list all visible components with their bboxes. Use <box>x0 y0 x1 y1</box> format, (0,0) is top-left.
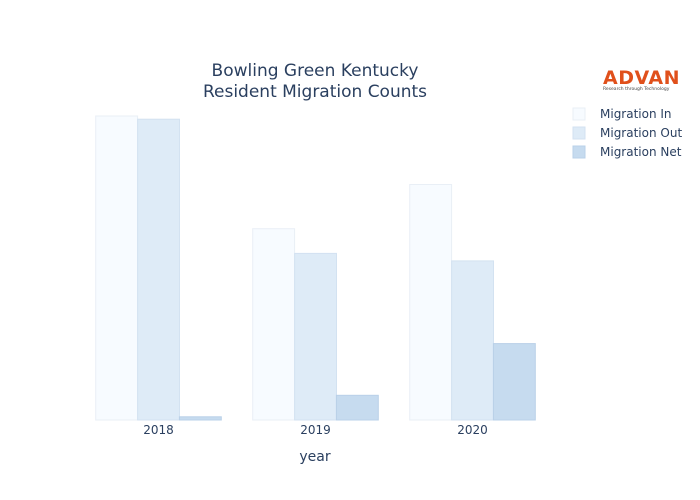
bar-migration-net-2020[interactable] <box>492 343 536 421</box>
legend-label: Migration Out <box>600 126 682 140</box>
chart-title: Bowling Green Kentucky Resident Migratio… <box>203 61 427 102</box>
bar-migration-net-2019[interactable] <box>335 394 379 421</box>
legend-item-migration-out[interactable]: Migration Out <box>572 126 682 140</box>
bars-group <box>95 115 536 421</box>
legend-label: Migration In <box>600 107 672 121</box>
legend-item-migration-net[interactable]: Migration Net <box>572 145 682 159</box>
chart-title-line-2: Resident Migration Counts <box>203 82 427 102</box>
chart-title-line-1: Bowling Green Kentucky <box>212 61 419 81</box>
x-tick-labels: 2018 2019 2020 <box>143 423 488 437</box>
x-axis-title: year <box>299 449 330 465</box>
legend-item-migration-in[interactable]: Migration In <box>572 107 672 121</box>
advan-logo: ADVAN Research through Technology <box>603 67 680 92</box>
bar-migration-out-2019[interactable] <box>294 252 338 421</box>
legend-label: Migration Net <box>600 145 682 159</box>
legend-swatch <box>572 107 586 121</box>
bar-migration-in-2019[interactable] <box>252 228 296 421</box>
bar-migration-out-2018[interactable] <box>137 118 181 421</box>
legend-swatch <box>572 126 586 140</box>
x-tick-label-2020: 2020 <box>457 423 488 437</box>
bar-migration-in-2018[interactable] <box>95 115 139 421</box>
legend-swatch <box>572 145 586 159</box>
bar-migration-net-2018[interactable] <box>178 416 222 421</box>
x-tick-label-2018: 2018 <box>143 423 174 437</box>
logo-brand-text: ADVAN <box>603 67 680 89</box>
x-tick-label-2019: 2019 <box>300 423 331 437</box>
bar-migration-out-2020[interactable] <box>451 260 495 421</box>
legend: Migration In Migration Out Migration Net <box>572 107 682 159</box>
logo-tagline-text: Research through Technology <box>603 86 670 92</box>
bar-migration-in-2020[interactable] <box>409 184 453 421</box>
